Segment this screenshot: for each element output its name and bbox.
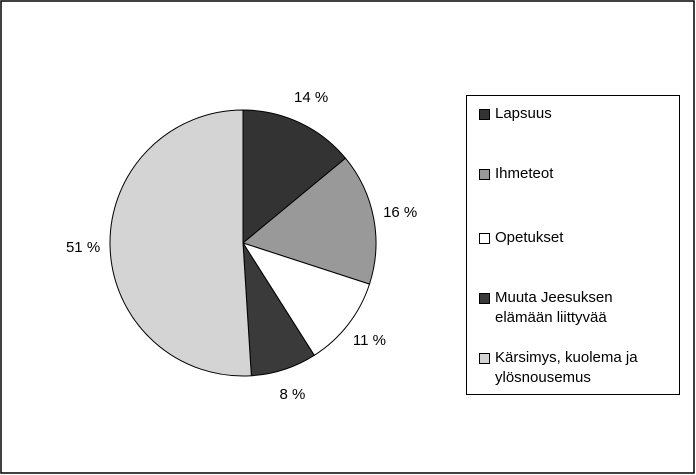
- legend-swatch: [479, 169, 490, 180]
- pie-slice: [241, 242, 371, 356]
- pie-slice: [242, 109, 347, 245]
- legend-item: Kärsimys, kuolema ja ylösnousemus: [479, 348, 664, 388]
- legend-label: Muuta Jeesuksen elämään liittyvää: [495, 289, 613, 326]
- legend-item: Opetukset: [479, 228, 664, 248]
- pie-slice: [241, 157, 377, 285]
- legend-swatch: [479, 353, 490, 364]
- legend-label: Lapsuus: [495, 105, 552, 122]
- pie-slice: [109, 109, 252, 377]
- legend-swatch: [479, 233, 490, 244]
- data-label: 11 %: [353, 332, 386, 349]
- legend: Lapsuus Ihmeteot Opetukset Muuta Jeesuksen …: [466, 95, 680, 395]
- legend-label: Kärsimys, kuolema ja ylösnousemus: [495, 349, 638, 386]
- legend-swatch: [479, 293, 490, 304]
- legend-item: Ihmeteot: [479, 164, 664, 184]
- legend-item: Muuta Jeesuksen elämään liittyvää: [479, 288, 664, 328]
- data-label: 8 %: [280, 386, 306, 403]
- data-label: 14 %: [294, 89, 328, 106]
- data-label: 51 %: [66, 239, 100, 256]
- legend-label: Opetukset: [495, 229, 564, 246]
- data-label: 16 %: [383, 204, 417, 221]
- legend-swatch: [479, 109, 490, 120]
- legend-label: Ihmeteot: [495, 165, 554, 182]
- legend-item: Lapsuus: [479, 104, 664, 124]
